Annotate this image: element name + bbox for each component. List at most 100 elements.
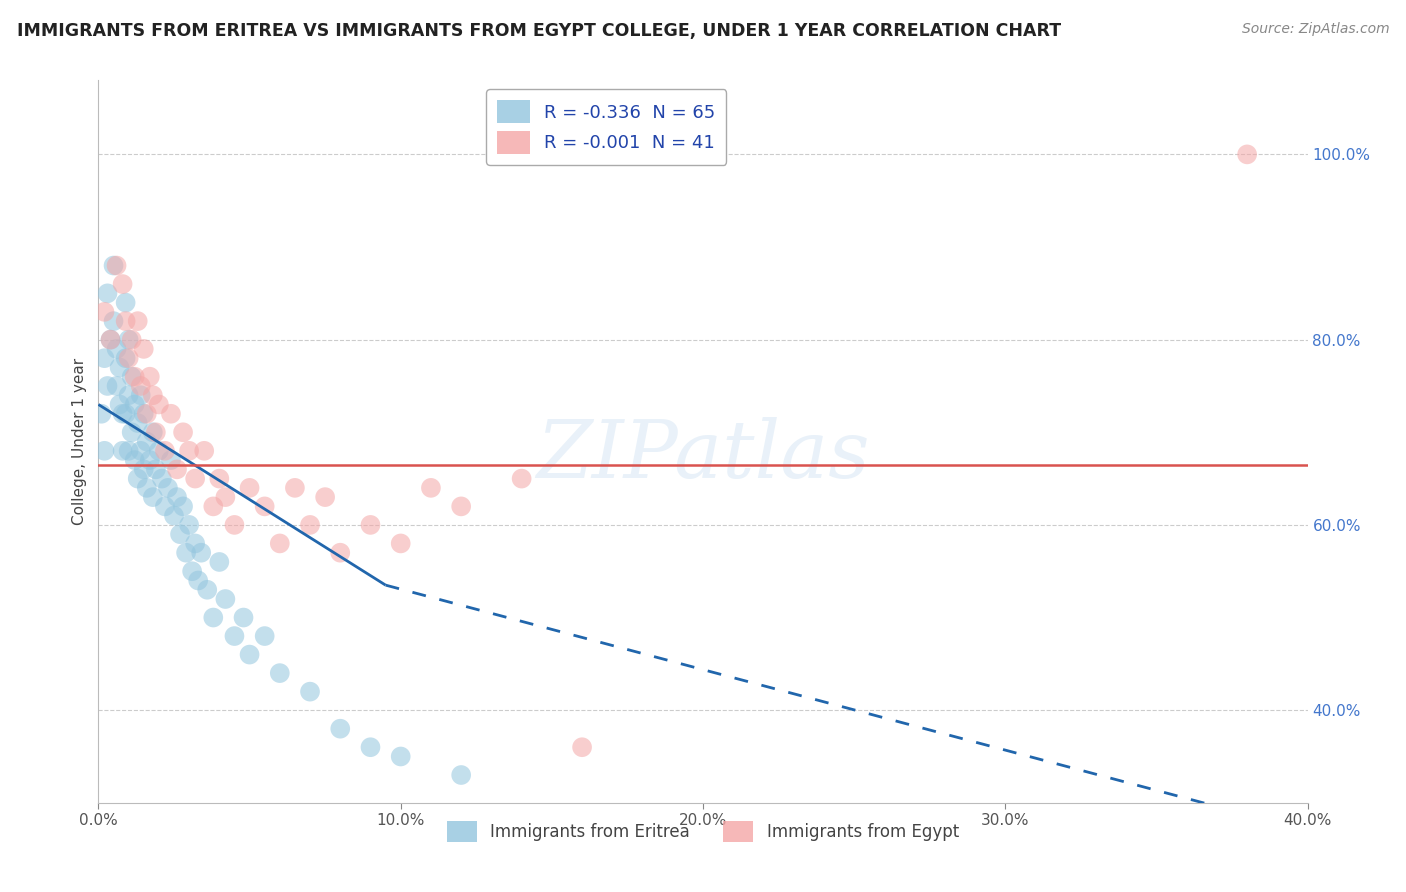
Point (150, 472, 173, 486)
Point (239, 481, 262, 495)
Point (90, 407, 112, 421)
Point (100, 333, 122, 347)
Point (118, 351, 141, 366)
Point (108, 360, 131, 375)
Point (124, 397, 146, 411)
Point (111, 277, 134, 291)
Point (148, 443, 170, 458)
Point (93, 443, 115, 458)
Point (172, 425, 194, 440)
Point (114, 351, 136, 366)
Point (103, 259, 125, 273)
Y-axis label: College, Under 1 year: College, Under 1 year (72, 358, 87, 525)
Point (253, 629, 276, 643)
Point (510, 472, 533, 486)
Point (100, 333, 122, 347)
Point (121, 333, 143, 347)
Point (202, 500, 225, 514)
Point (139, 369, 162, 384)
Point (253, 500, 276, 514)
Point (93, 351, 115, 366)
Point (114, 407, 136, 421)
Point (139, 453, 162, 467)
Point (1236, 147, 1258, 161)
Point (96, 286, 118, 301)
Point (129, 443, 152, 458)
Point (160, 407, 183, 421)
Text: IMMIGRANTS FROM ERITREA VS IMMIGRANTS FROM EGYPT COLLEGE, UNDER 1 YEAR CORRELATI: IMMIGRANTS FROM ERITREA VS IMMIGRANTS FR… (17, 22, 1062, 40)
Point (202, 610, 225, 624)
Point (208, 555, 231, 569)
Point (108, 397, 131, 411)
Point (142, 388, 165, 402)
Point (93, 305, 115, 319)
Point (118, 388, 141, 402)
Point (208, 472, 231, 486)
Point (166, 462, 188, 476)
Point (269, 666, 291, 681)
Point (184, 472, 207, 486)
Point (389, 749, 412, 764)
Point (124, 369, 146, 384)
Point (190, 546, 212, 560)
Text: ZIPatlas: ZIPatlas (536, 417, 870, 495)
Point (118, 443, 141, 458)
Point (135, 434, 157, 449)
Point (111, 443, 134, 458)
Point (360, 740, 382, 755)
Point (187, 574, 209, 588)
Point (132, 407, 155, 421)
Point (179, 443, 201, 458)
Point (450, 768, 472, 782)
Point (111, 407, 134, 421)
Point (269, 536, 291, 550)
Legend: Immigrants from Eritrea, Immigrants from Egypt: Immigrants from Eritrea, Immigrants from… (440, 814, 966, 848)
Point (127, 472, 149, 486)
Point (132, 342, 155, 356)
Point (142, 425, 165, 440)
Point (174, 546, 197, 560)
Point (129, 388, 152, 402)
Point (124, 453, 146, 467)
Point (299, 517, 322, 532)
Point (195, 582, 218, 597)
Point (114, 295, 136, 310)
Point (571, 740, 593, 755)
Point (450, 500, 472, 514)
Point (105, 259, 128, 273)
Point (135, 481, 157, 495)
Point (184, 536, 207, 550)
Point (172, 500, 194, 514)
Point (145, 462, 167, 476)
Point (389, 536, 412, 550)
Point (148, 397, 170, 411)
Point (214, 592, 236, 607)
Point (129, 379, 152, 393)
Point (329, 722, 352, 736)
Point (163, 508, 186, 523)
Point (284, 481, 307, 495)
Point (118, 333, 141, 347)
Point (224, 517, 246, 532)
Point (169, 527, 191, 541)
Text: Source: ZipAtlas.com: Source: ZipAtlas.com (1241, 22, 1389, 37)
Point (329, 546, 352, 560)
Point (114, 314, 136, 328)
Point (160, 453, 183, 467)
Point (156, 481, 179, 495)
Point (103, 314, 125, 328)
Point (121, 425, 143, 440)
Point (166, 490, 188, 504)
Point (135, 407, 157, 421)
Point (193, 443, 215, 458)
Point (127, 314, 149, 328)
Point (132, 462, 155, 476)
Point (153, 500, 176, 514)
Point (181, 564, 204, 578)
Point (179, 517, 201, 532)
Point (299, 684, 322, 698)
Point (121, 369, 143, 384)
Point (105, 342, 128, 356)
Point (314, 490, 336, 504)
Point (153, 443, 176, 458)
